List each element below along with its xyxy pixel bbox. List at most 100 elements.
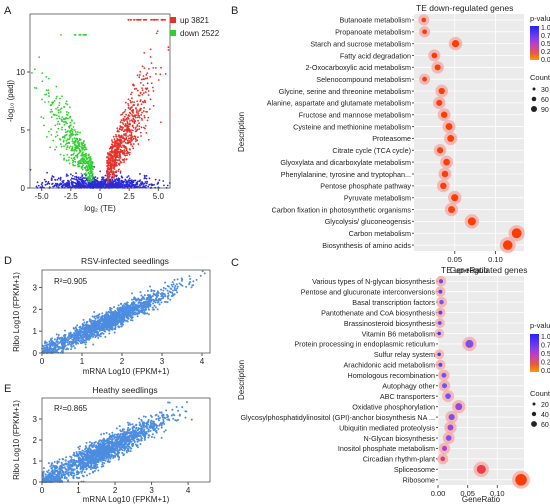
- up-point: [161, 18, 164, 21]
- up-point: [120, 128, 123, 131]
- up-point: [146, 119, 149, 122]
- up-point: [110, 167, 112, 170]
- ns-point: [37, 184, 40, 187]
- down-point: [60, 107, 63, 110]
- up-point: [142, 84, 145, 87]
- scatter-point: [104, 319, 107, 322]
- down-point: [79, 160, 82, 162]
- up-point: [116, 127, 119, 130]
- ns-point: [117, 185, 120, 188]
- down-point: [47, 101, 50, 103]
- data-point: [422, 29, 427, 35]
- ns-point: [50, 178, 53, 181]
- scatter-point: [97, 314, 100, 317]
- ns-point: [65, 175, 68, 177]
- scatter-point: [164, 300, 167, 303]
- up-point: [147, 90, 150, 92]
- up-point: [136, 116, 139, 119]
- scatter-point: [87, 331, 90, 334]
- scatter-point: [150, 296, 153, 299]
- up-point: [111, 164, 114, 167]
- down-point: [75, 137, 78, 140]
- scatter-point: [110, 318, 113, 321]
- scatter-point: [163, 430, 166, 433]
- ns-point: [57, 177, 60, 180]
- scatter-point: [115, 427, 118, 430]
- up-point: [129, 120, 131, 122]
- down-point: [59, 153, 62, 156]
- scatter-point: [160, 301, 163, 304]
- up-point: [107, 161, 110, 164]
- scatter-point: [109, 306, 112, 309]
- scatter-point: [69, 331, 72, 334]
- data-point: [434, 64, 441, 71]
- ns-point: [110, 182, 113, 185]
- ns-point: [104, 174, 107, 177]
- down-point: [55, 85, 58, 88]
- up-point: [124, 101, 127, 104]
- pvalue-tick-label: 0.00: [541, 368, 550, 375]
- up-point: [115, 135, 118, 138]
- ns-point: [77, 176, 80, 179]
- ns-point: [85, 183, 88, 186]
- scatter-point: [133, 301, 136, 304]
- ns-point: [101, 184, 104, 186]
- ns-point: [77, 186, 80, 189]
- down-point: [70, 157, 73, 160]
- count-legend-dot: [531, 421, 537, 427]
- scatter-point: [172, 293, 175, 296]
- data-point: [441, 372, 447, 378]
- pvalue-tick-label: 0.25: [541, 49, 550, 56]
- category-label: Alanine, aspartate and glutamate metabol…: [267, 99, 411, 108]
- ns-point: [63, 186, 66, 189]
- ns-point: [47, 181, 50, 183]
- up-point: [139, 92, 142, 95]
- panel-a-legend: up 3821 down 2522: [170, 16, 220, 38]
- up-point: [147, 138, 150, 141]
- ns-point: [54, 179, 57, 181]
- up-point: [120, 134, 123, 137]
- scatter-point: [44, 344, 47, 347]
- down-point: [74, 133, 77, 136]
- scatter-point: [140, 297, 143, 300]
- down-point: [47, 130, 50, 133]
- up-point: [129, 140, 132, 143]
- ns-point: [119, 172, 122, 174]
- down-point: [52, 139, 55, 142]
- ns-point: [126, 182, 129, 185]
- scatter-point: [144, 312, 147, 315]
- down-point: [70, 119, 73, 121]
- ns-point: [105, 171, 108, 173]
- scatter-point: [83, 335, 86, 338]
- down-point: [63, 145, 65, 148]
- ns-point: [81, 179, 84, 182]
- up-point: [129, 134, 132, 137]
- down-point: [45, 75, 48, 78]
- down-point: [76, 163, 79, 166]
- panel-a-xlabel: log₂ (TE): [84, 204, 116, 213]
- up-point: [135, 126, 137, 129]
- scatter-point: [118, 320, 121, 323]
- down-point: [58, 101, 61, 104]
- ns-point: [98, 184, 101, 186]
- scatter-point: [145, 298, 148, 301]
- ns-point: [153, 183, 155, 186]
- down-point: [70, 153, 73, 156]
- ns-point: [66, 174, 69, 177]
- down-point: [45, 93, 48, 96]
- panel-c-xlabel: GeneRatio: [462, 495, 501, 504]
- panel-d-ylabel: Ribo Log10 (FPKM+1): [12, 272, 21, 352]
- down-point: [47, 89, 50, 91]
- down-point: [76, 147, 79, 150]
- up-point: [137, 119, 139, 122]
- up-point: [133, 114, 136, 117]
- data-point: [437, 331, 441, 336]
- scatter-point: [96, 321, 99, 324]
- scatter-point: [127, 426, 130, 429]
- up-point: [129, 112, 132, 115]
- scatter-point: [100, 319, 103, 322]
- ns-point: [47, 182, 49, 185]
- ns-point: [75, 185, 78, 188]
